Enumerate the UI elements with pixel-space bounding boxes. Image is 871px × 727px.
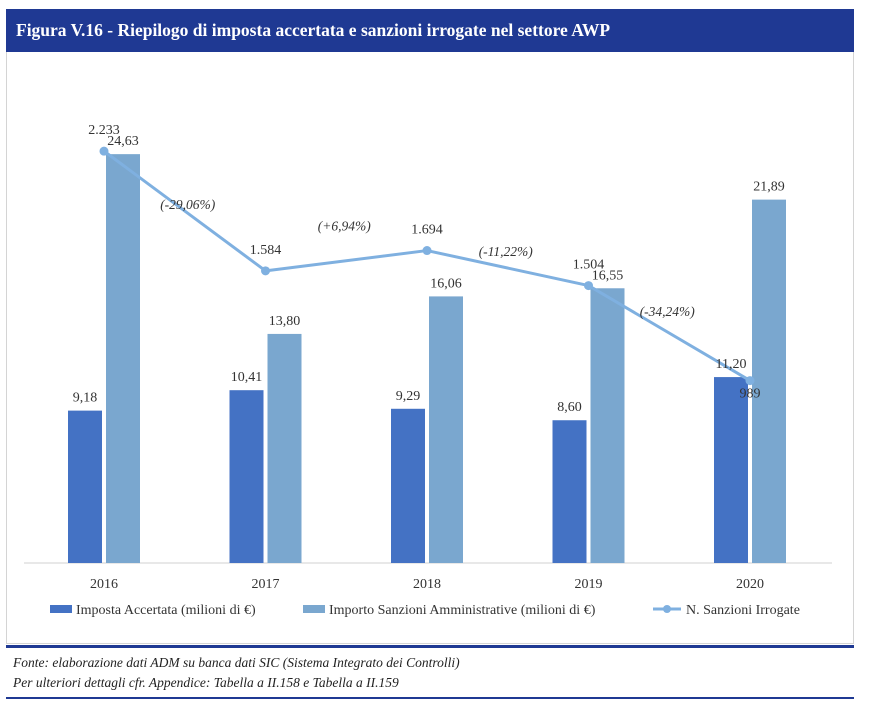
bar-imposta-2016 bbox=[68, 410, 102, 563]
label-sanzioni-2016: 2.233 bbox=[88, 123, 120, 138]
legend-label-importo: Importo Sanzioni Amministrative (milioni… bbox=[329, 603, 596, 618]
label-imposta-2019: 8,60 bbox=[557, 400, 582, 415]
bar-importo-2018 bbox=[429, 296, 463, 563]
sources: Fonte: elaborazione dati ADM su banca da… bbox=[13, 653, 460, 693]
label-sanzioni-2018: 1.694 bbox=[411, 223, 443, 238]
label-imposta-2017: 10,41 bbox=[231, 370, 263, 385]
label-importo-2018: 16,06 bbox=[430, 276, 462, 291]
bar-imposta-2017 bbox=[229, 390, 264, 563]
label-imposta-2018: 9,29 bbox=[396, 389, 421, 404]
tick-label-2017: 2017 bbox=[252, 577, 280, 592]
change-annotation-3: (-11,22%) bbox=[479, 244, 534, 259]
tick-label-2018: 2018 bbox=[413, 577, 441, 592]
figure-title: Figura V.16 - Riepilogo di imposta accer… bbox=[6, 9, 854, 52]
legend-swatch-importo bbox=[303, 605, 325, 613]
change-annotation-2: (+6,94%) bbox=[318, 219, 371, 234]
label-importo-2017: 13,80 bbox=[269, 314, 301, 329]
point-sanzioni-2020 bbox=[745, 376, 755, 386]
tick-label-2019: 2019 bbox=[575, 577, 603, 592]
bar-imposta-2018 bbox=[391, 408, 425, 563]
label-sanzioni-2017: 1.584 bbox=[250, 243, 282, 258]
label-imposta-2016: 9,18 bbox=[73, 391, 98, 406]
chart-frame bbox=[6, 52, 854, 644]
bar-importo-2020 bbox=[752, 199, 786, 563]
bottom-rule-2 bbox=[6, 697, 854, 699]
tick-label-2016: 2016 bbox=[90, 577, 118, 592]
label-importo-2019: 16,55 bbox=[592, 268, 624, 283]
point-sanzioni-2017 bbox=[261, 266, 270, 276]
legend-label-sanzioni: N. Sanzioni Irrogate bbox=[686, 603, 800, 618]
bottom-rule bbox=[6, 645, 854, 648]
legend-marker-sanzioni bbox=[663, 605, 671, 613]
bar-importo-2017 bbox=[267, 333, 302, 563]
line-sanzioni bbox=[103, 149, 751, 382]
tick-label-2020: 2020 bbox=[736, 577, 764, 592]
bar-imposta-2019 bbox=[552, 420, 587, 563]
legend-swatch-imposta bbox=[50, 605, 72, 613]
change-annotation-4: (-34,24%) bbox=[640, 304, 696, 319]
point-sanzioni-2016 bbox=[99, 146, 109, 156]
bar-importo-2016 bbox=[106, 154, 140, 563]
label-imposta-2020: 11,20 bbox=[716, 357, 747, 372]
bar-importo-2019 bbox=[590, 288, 625, 563]
point-sanzioni-2018 bbox=[422, 246, 432, 256]
source-note: Fonte: elaborazione dati ADM su banca da… bbox=[13, 655, 460, 670]
details-note: Per ulteriori dettagli cfr. Appendice: T… bbox=[13, 675, 399, 690]
point-sanzioni-2019 bbox=[584, 281, 593, 291]
label-sanzioni-2019: 1.504 bbox=[573, 258, 605, 273]
legend-label-imposta: Imposta Accertata (milioni di €) bbox=[76, 603, 256, 618]
label-importo-2016: 24,63 bbox=[107, 134, 139, 149]
label-importo-2020: 21,89 bbox=[753, 180, 785, 195]
bar-imposta-2020 bbox=[714, 377, 748, 563]
change-annotation-1: (-29,06%) bbox=[160, 197, 216, 212]
label-sanzioni-2020: 989 bbox=[740, 387, 761, 402]
